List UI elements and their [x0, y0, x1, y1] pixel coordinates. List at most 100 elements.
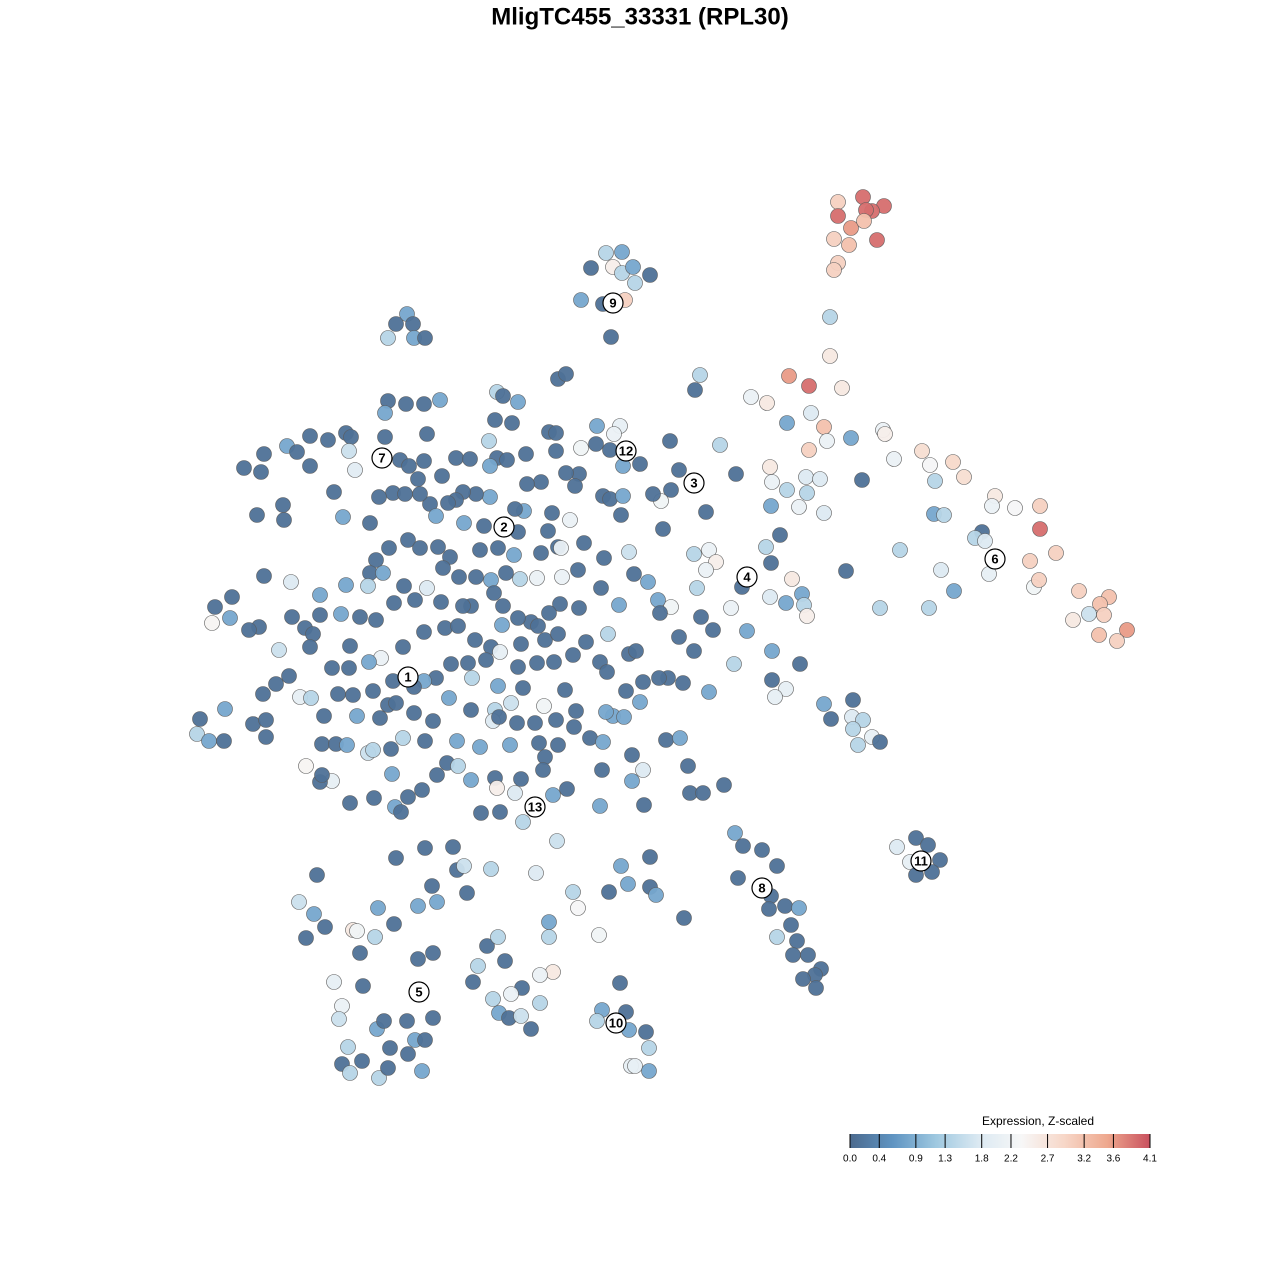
cluster-marker: [910, 850, 932, 872]
cluster-label: 7: [378, 450, 385, 465]
point: [416, 396, 432, 412]
point: [816, 696, 832, 712]
point: [695, 785, 711, 801]
point: [956, 469, 972, 485]
point: [388, 850, 404, 866]
point: [530, 618, 546, 634]
point: [583, 260, 599, 276]
cluster-marker: [736, 566, 758, 588]
point: [224, 589, 240, 605]
point: [368, 552, 384, 568]
point: [492, 644, 508, 660]
point: [481, 433, 497, 449]
point: [932, 852, 948, 868]
point: [712, 437, 728, 453]
point: [492, 804, 508, 820]
point: [343, 429, 359, 445]
point: [400, 1046, 416, 1062]
point: [450, 618, 466, 634]
point: [650, 592, 666, 608]
point: [762, 589, 778, 605]
point: [440, 495, 456, 511]
colorbar-tick-label: 1.8: [975, 1154, 989, 1165]
point: [544, 505, 560, 521]
point: [372, 710, 388, 726]
point: [779, 415, 795, 431]
point: [801, 442, 817, 458]
colorbar-tick-label: 0.0: [843, 1154, 857, 1165]
cluster-marker: [397, 666, 419, 688]
point: [612, 975, 628, 991]
point: [352, 945, 368, 961]
point: [396, 578, 412, 594]
point: [946, 583, 962, 599]
point: [380, 1060, 396, 1076]
point: [816, 505, 832, 521]
point: [407, 592, 423, 608]
point: [723, 600, 739, 616]
point: [456, 515, 472, 531]
point: [276, 512, 292, 528]
point: [204, 615, 220, 631]
point: [869, 232, 885, 248]
point: [945, 454, 961, 470]
point: [370, 900, 386, 916]
point: [1048, 545, 1064, 561]
point: [320, 432, 336, 448]
point: [459, 885, 475, 901]
colorbar: Expression, Z-scaled 0.0 0.4 0.9 1.3 1.8 2.2 2…: [843, 1114, 1157, 1164]
point: [889, 839, 905, 855]
cluster-label: 5: [415, 984, 422, 999]
point: [395, 639, 411, 655]
point: [435, 560, 451, 576]
point: [845, 692, 861, 708]
point: [443, 656, 459, 672]
point: [340, 1039, 356, 1055]
point: [557, 682, 573, 698]
point: [503, 695, 519, 711]
point: [532, 995, 548, 1011]
point: [791, 499, 807, 515]
point: [478, 652, 494, 668]
point: [671, 629, 687, 645]
point: [380, 330, 396, 346]
point: [425, 1010, 441, 1026]
point: [519, 476, 535, 492]
point: [872, 600, 888, 616]
point: [808, 980, 824, 996]
cluster-marker: [683, 472, 705, 494]
point: [417, 840, 433, 856]
point: [401, 458, 417, 474]
point: [479, 938, 495, 954]
cluster-label: 12: [619, 443, 633, 458]
point: [592, 798, 608, 814]
point: [483, 861, 499, 877]
point: [513, 1008, 529, 1024]
point: [850, 737, 866, 753]
point: [535, 762, 551, 778]
point: [283, 574, 299, 590]
point: [507, 785, 523, 801]
point: [449, 733, 465, 749]
point: [641, 1063, 657, 1079]
point: [640, 574, 656, 590]
point: [606, 426, 622, 442]
point: [686, 546, 702, 562]
point: [798, 469, 814, 485]
point: [977, 533, 993, 549]
point: [596, 550, 612, 566]
point: [567, 478, 583, 494]
point: [618, 683, 634, 699]
point: [487, 412, 503, 428]
point: [381, 540, 397, 556]
point: [554, 569, 570, 585]
point: [620, 876, 636, 892]
point: [405, 316, 421, 332]
point: [333, 606, 349, 622]
chart-title: MligTC455_33331 (RPL30): [491, 3, 788, 30]
point: [515, 814, 531, 830]
point: [485, 991, 501, 1007]
point: [548, 712, 564, 728]
point: [303, 690, 319, 706]
